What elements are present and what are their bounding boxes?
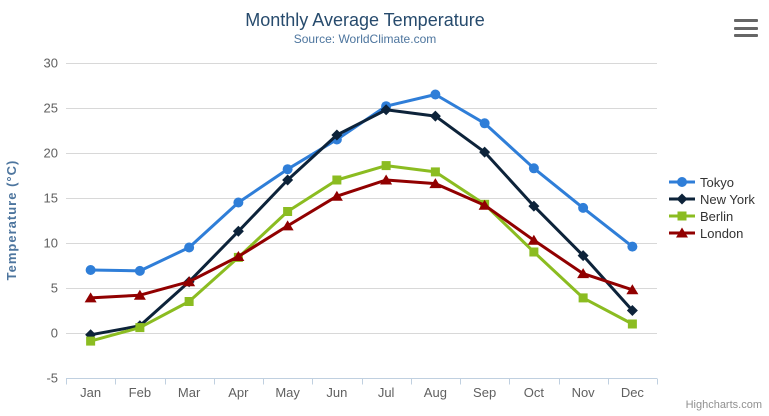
data-point-marker <box>282 164 293 175</box>
legend-marker-shape <box>677 211 687 221</box>
x-axis-tick-label: Jun <box>326 385 347 400</box>
legend-label: London <box>700 225 744 241</box>
series-line-london <box>89 178 634 300</box>
y-axis-tick-label: 15 <box>44 191 58 206</box>
data-point-marker <box>479 146 491 158</box>
y-axis-tick-label: 25 <box>44 101 58 116</box>
series-line-berlin <box>89 164 634 343</box>
data-point-marker <box>529 247 539 257</box>
data-point-marker <box>183 276 196 287</box>
legend-item-new-york[interactable]: New York <box>668 191 755 207</box>
y-axis-title: Temperature (°C) <box>4 159 19 281</box>
data-point-marker <box>233 197 244 208</box>
hamburger-menu-icon <box>734 34 758 37</box>
data-point-marker <box>577 250 589 262</box>
data-point-marker <box>86 336 96 346</box>
data-point-marker <box>283 207 293 216</box>
chart-title: Monthly Average Temperature <box>245 10 485 30</box>
x-axis-tick-label: Jul <box>378 385 395 400</box>
series-line-new-york <box>89 108 634 337</box>
legend-marker-shape <box>677 177 687 187</box>
data-point-marker <box>135 323 145 333</box>
data-point-marker <box>84 292 97 303</box>
data-point-marker <box>626 284 639 295</box>
data-point-marker <box>331 129 343 141</box>
legend-marker-shape <box>676 193 688 205</box>
data-point-marker <box>528 200 540 212</box>
data-point-marker <box>330 190 343 201</box>
legend-label: Berlin <box>700 208 734 224</box>
data-point-marker <box>282 174 294 186</box>
legend-item-london[interactable]: London <box>668 225 755 241</box>
data-point-marker <box>232 225 244 237</box>
data-point-marker <box>430 167 440 177</box>
data-point-marker <box>578 202 589 213</box>
x-axis-tick-label: Apr <box>228 385 249 400</box>
diamond-legend-marker-icon <box>669 193 695 205</box>
data-point-marker <box>232 251 245 261</box>
x-axis-tick-label: Feb <box>129 385 151 400</box>
data-point-marker <box>429 178 442 189</box>
x-axis-tick-label: Sep <box>473 385 496 400</box>
y-axis-tick-label: 10 <box>44 236 58 251</box>
data-point-marker <box>133 289 146 300</box>
data-point-marker <box>184 242 195 253</box>
data-point-marker <box>332 175 342 185</box>
data-point-marker <box>380 174 393 185</box>
x-axis-tick-label: Nov <box>572 385 596 400</box>
data-point-marker <box>527 234 540 245</box>
data-point-marker <box>626 305 638 316</box>
x-axis-tick-label: Aug <box>424 385 447 400</box>
data-point-marker <box>528 163 539 174</box>
data-point-marker <box>381 161 391 171</box>
chart-subtitle: Source: WorldClimate.com <box>293 32 437 46</box>
legend-label: New York <box>700 191 755 207</box>
legend-marker-shape <box>676 227 688 238</box>
data-point-marker <box>134 265 145 276</box>
data-point-marker <box>184 297 194 306</box>
y-axis-tick-label: 30 <box>44 56 58 71</box>
y-axis-tick-label: -5 <box>46 371 58 386</box>
data-point-marker <box>429 110 441 122</box>
x-axis-tick-label: Dec <box>621 385 645 400</box>
data-point-marker <box>578 293 588 303</box>
data-point-marker <box>430 89 441 100</box>
data-point-marker <box>478 199 491 210</box>
circle-legend-marker-icon <box>669 177 695 187</box>
x-axis-tick-label: Mar <box>178 385 201 400</box>
data-point-marker <box>627 241 638 252</box>
y-axis-tick-label: 5 <box>51 281 58 296</box>
x-axis-tick-label: Oct <box>524 385 545 400</box>
data-point-marker <box>85 265 96 275</box>
triangle-legend-marker-icon <box>669 227 695 238</box>
x-axis-tick-label: Jan <box>80 385 101 400</box>
legend-item-tokyo[interactable]: Tokyo <box>668 174 755 190</box>
data-point-marker <box>380 104 392 116</box>
hamburger-menu-icon <box>734 26 758 30</box>
data-point-marker <box>281 220 294 231</box>
data-point-marker <box>479 118 490 129</box>
legend-label: Tokyo <box>700 174 734 190</box>
legend: Tokyo New York Berlin London <box>668 174 755 241</box>
square-legend-marker-icon <box>669 211 695 221</box>
data-point-marker <box>577 268 590 279</box>
x-axis-tick-label: May <box>275 385 300 400</box>
highcharts-credit-link[interactable]: Highcharts.com <box>685 399 762 411</box>
y-axis-tick-label: 20 <box>44 146 58 161</box>
export-menu-button[interactable] <box>734 17 760 39</box>
y-axis-tick-label: 0 <box>51 326 58 341</box>
hamburger-menu-icon <box>734 19 758 22</box>
legend-item-berlin[interactable]: Berlin <box>668 208 755 224</box>
data-point-marker <box>627 319 637 329</box>
